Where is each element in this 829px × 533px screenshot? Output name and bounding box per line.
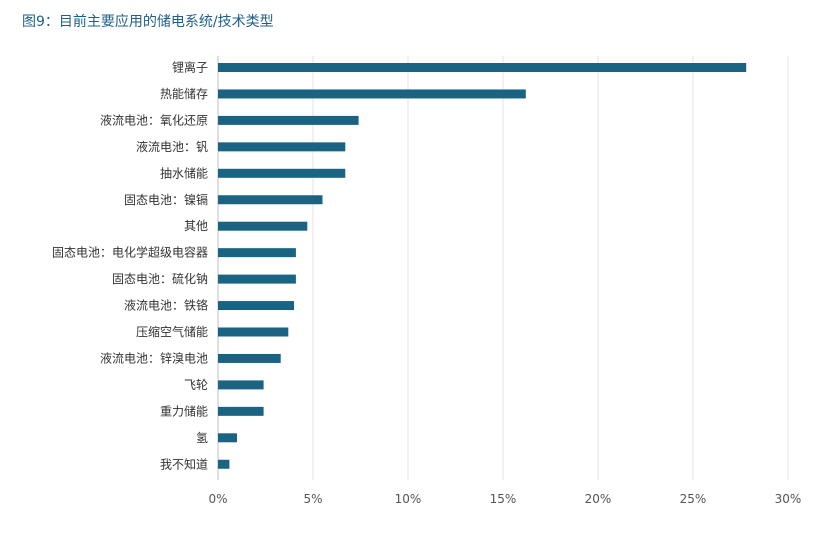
bar (218, 168, 346, 178)
bar (218, 327, 289, 337)
category-label: 压缩空气储能 (136, 324, 208, 339)
bar (218, 406, 264, 416)
bar (218, 380, 264, 390)
category-label: 氢 (196, 430, 208, 445)
x-tick-label: 0% (208, 492, 227, 506)
bar (218, 301, 294, 311)
category-label: 液流电池：氧化还原 (100, 112, 208, 127)
bar (218, 63, 747, 72)
category-label: 锂离子 (172, 60, 208, 75)
category-label: 飞轮 (184, 378, 208, 392)
category-label: 抽水储能 (160, 165, 208, 180)
category-label: 固态电池：电化学超级电容器 (52, 245, 208, 260)
bar (218, 459, 230, 469)
bar (218, 142, 346, 152)
bar (218, 195, 323, 205)
category-label: 固态电池：镍镉 (124, 193, 208, 207)
x-tick-label: 25% (680, 492, 707, 506)
category-label: 重力储能 (160, 403, 208, 418)
bar (218, 274, 296, 284)
bar (218, 353, 281, 363)
bar (218, 89, 526, 99)
bar (218, 433, 237, 443)
category-label: 液流电池：钒 (136, 139, 208, 154)
bars (218, 63, 747, 469)
bar (218, 115, 359, 125)
category-label: 我不知道 (160, 457, 208, 471)
category-labels: 锂离子热能储存液流电池：氧化还原液流电池：钒抽水储能固态电池：镍镉其他固态电池：… (52, 60, 208, 472)
bar (218, 248, 296, 258)
bar (218, 221, 308, 231)
category-label: 热能储存 (160, 86, 208, 101)
x-tick-label: 15% (490, 492, 517, 506)
category-label: 液流电池：铁铬 (124, 298, 208, 313)
category-label: 固态电池：硫化钠 (112, 271, 208, 286)
category-label: 液流电池：锌溴电池 (100, 350, 208, 365)
x-tick-label: 10% (395, 492, 422, 506)
x-tick-label: 5% (303, 492, 322, 506)
x-tick-label: 30% (775, 492, 802, 506)
x-tick-label: 20% (585, 492, 612, 506)
category-label: 其他 (184, 219, 208, 233)
x-tick-labels: 0% 5% 10% 15% 20% 25% 30% (208, 492, 801, 506)
chart-title: 图9：目前主要应用的储电系统/技术类型 (22, 14, 274, 30)
